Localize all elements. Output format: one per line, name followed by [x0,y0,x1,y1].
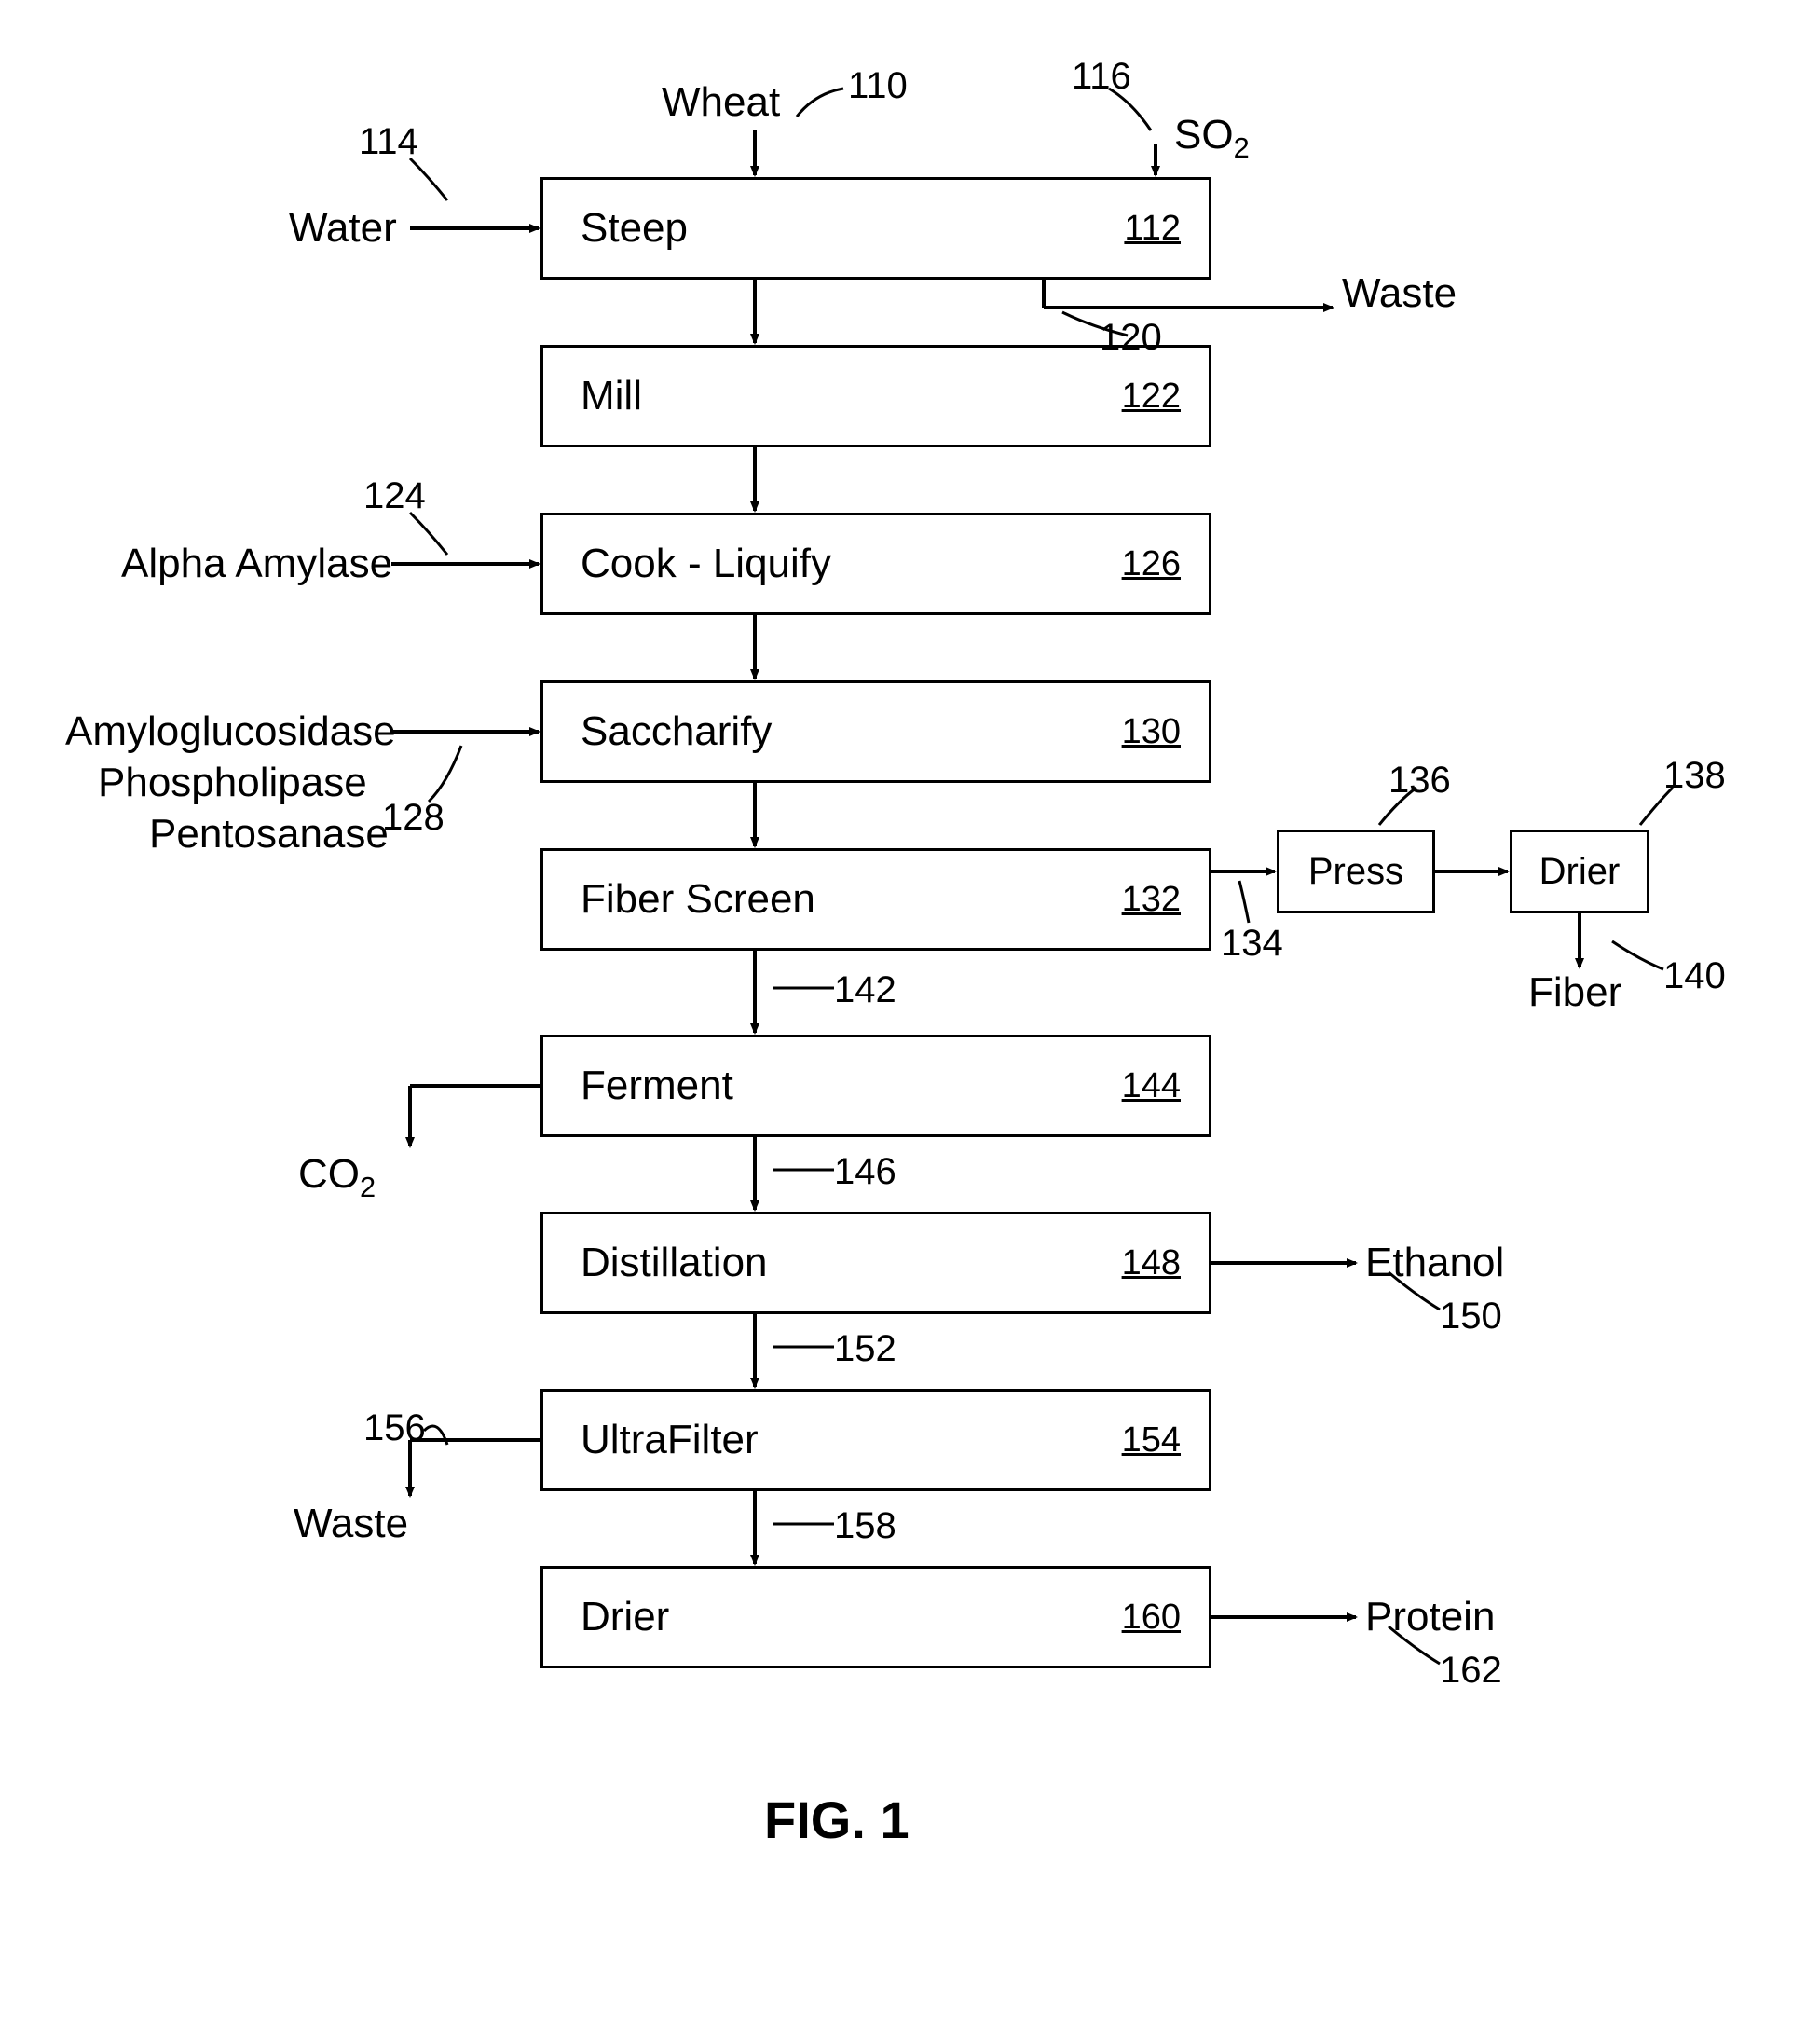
box-label: Steep [581,205,688,252]
flowchart-diagram: Steep 112 Mill 122 Cook - Liquify 126 Sa… [37,37,1769,2007]
ref-146: 146 [834,1151,896,1193]
label-enzymes-a: Amyloglucosidase [65,708,396,755]
ref-158: 158 [834,1505,896,1547]
ref-ethanol: 150 [1440,1296,1502,1338]
box-drier2: Drier [1510,830,1649,913]
box-label: Mill [581,373,642,419]
box-label: Drier [581,1594,669,1640]
arrows-overlay [37,37,1769,2007]
box-distillation: Distillation 148 [540,1212,1211,1314]
ref-wheat: 110 [848,65,908,107]
box-label: Saccharify [581,708,772,755]
box-ref: 112 [1124,209,1181,249]
ref-press: 136 [1389,760,1451,802]
box-label: UltraFilter [581,1417,759,1463]
box-ref: 122 [1122,377,1181,417]
box-label: Fiber Screen [581,876,815,923]
box-label: Ferment [581,1063,733,1109]
box-steep: Steep 112 [540,177,1211,280]
ref-alpha-amylase: 124 [363,475,426,517]
box-label: Cook - Liquify [581,541,831,587]
ref-so2: 116 [1072,56,1131,98]
box-ref: 130 [1122,712,1181,752]
box-fiber-screen: Fiber Screen 132 [540,848,1211,951]
box-drier: Drier 160 [540,1566,1211,1668]
box-label: Press [1308,851,1403,893]
label-so2: SO2 [1174,112,1250,165]
label-protein: Protein [1365,1594,1495,1640]
ref-protein: 162 [1440,1650,1502,1692]
label-enzymes-b: Phospholipase [98,760,367,806]
box-ref: 148 [1122,1243,1181,1283]
label-enzymes-c: Pentosanase [149,811,389,857]
box-saccharify: Saccharify 130 [540,680,1211,783]
label-alpha-amylase: Alpha Amylase [121,541,392,587]
label-waste2: Waste [294,1501,408,1547]
ref-water: 114 [359,121,418,163]
label-ethanol: Ethanol [1365,1240,1504,1286]
box-ref: 144 [1122,1066,1181,1106]
box-ref: 132 [1122,880,1181,920]
box-ferment: Ferment 144 [540,1035,1211,1137]
box-press: Press [1277,830,1435,913]
label-co2: CO2 [298,1151,376,1204]
box-ultrafilter: UltraFilter 154 [540,1389,1211,1491]
box-label: Drier [1539,851,1621,893]
box-ref: 160 [1122,1598,1181,1638]
ref-waste1: 120 [1100,317,1162,359]
ref-drier2: 138 [1663,755,1726,797]
ref-enzymes: 128 [382,797,445,839]
ref-fiber: 140 [1663,955,1726,997]
box-ref: 126 [1122,544,1181,584]
ref-142: 142 [834,969,896,1011]
label-waste1: Waste [1342,270,1457,317]
label-water: Water [289,205,397,252]
box-label: Distillation [581,1240,768,1286]
label-fiber: Fiber [1528,969,1621,1016]
ref-134: 134 [1221,923,1283,965]
figure-label: FIG. 1 [764,1790,910,1850]
ref-152: 152 [834,1328,896,1370]
ref-waste2: 156 [363,1407,426,1449]
label-wheat: Wheat [662,79,780,126]
box-ref: 154 [1122,1420,1181,1461]
box-mill: Mill 122 [540,345,1211,447]
box-cook: Cook - Liquify 126 [540,513,1211,615]
